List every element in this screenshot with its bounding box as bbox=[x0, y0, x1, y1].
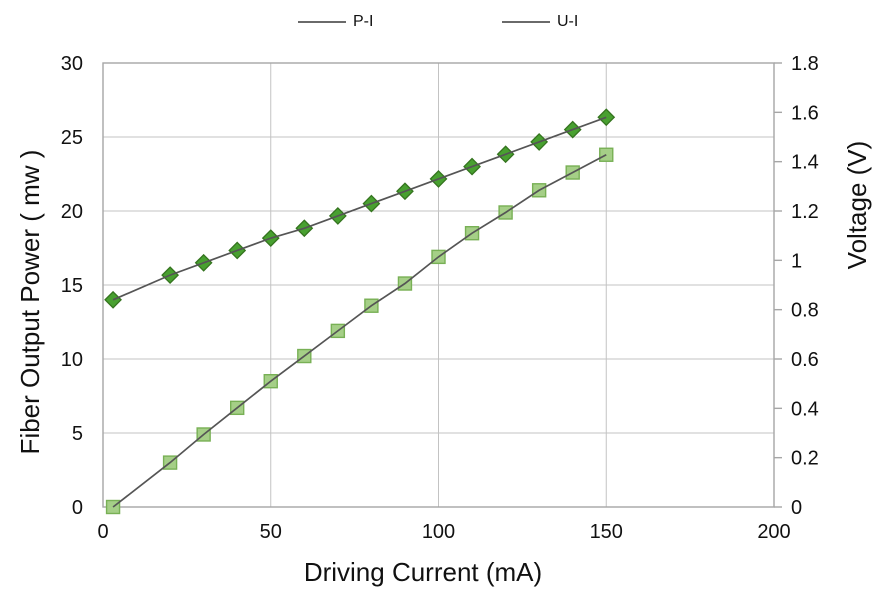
y-left-tick-label: 10 bbox=[61, 349, 83, 371]
legend-label-ui: U-I bbox=[557, 13, 579, 30]
y-right-tick-label: 1.4 bbox=[791, 152, 819, 174]
legend-line-icon bbox=[502, 21, 550, 23]
y-left-tick-label: 30 bbox=[61, 53, 83, 75]
legend-item-pi: P-I bbox=[298, 10, 373, 34]
series-p-i bbox=[105, 147, 614, 515]
y-right-tick-label: 0.2 bbox=[791, 448, 819, 470]
y-left-tick-label: 25 bbox=[61, 127, 83, 149]
y-axis-right-title: Voltage (V) bbox=[842, 140, 872, 270]
x-tick-label: 150 bbox=[590, 521, 623, 543]
y-right-tick-label: 0 bbox=[791, 497, 802, 519]
y-right-tick-label: 1.8 bbox=[791, 53, 819, 75]
series-line bbox=[112, 116, 607, 301]
y-right-tick-label: 1 bbox=[791, 250, 802, 272]
y-left-tick-label: 0 bbox=[72, 497, 83, 519]
y-right-tick-label: 0.8 bbox=[791, 300, 819, 322]
y-right-tick-label: 1.6 bbox=[791, 102, 819, 124]
legend-item-ui: U-I bbox=[502, 10, 578, 34]
legend-label-pi: P-I bbox=[353, 13, 374, 30]
y-left-tick-label: 15 bbox=[61, 275, 83, 297]
plot-border bbox=[102, 62, 775, 508]
x-tick-label: 50 bbox=[260, 521, 282, 543]
series-u-i bbox=[104, 108, 616, 309]
y-right-tick-label: 0.4 bbox=[791, 398, 819, 420]
y-right-tick-label: 1.2 bbox=[791, 201, 819, 223]
x-tick-label: 200 bbox=[757, 521, 790, 543]
y-right-tick-label: 0.6 bbox=[791, 349, 819, 371]
y-left-tick-label: 20 bbox=[61, 201, 83, 223]
x-axis-title: Driving Current (mA) bbox=[303, 557, 543, 587]
x-tick-label: 100 bbox=[422, 521, 455, 543]
y-axis-left-title: Fiber Output Power ( mw ) bbox=[15, 149, 45, 455]
legend-line-icon bbox=[298, 21, 346, 23]
y-left-tick-label: 5 bbox=[72, 423, 83, 445]
x-tick-label: 0 bbox=[97, 521, 108, 543]
series-line bbox=[112, 154, 607, 508]
